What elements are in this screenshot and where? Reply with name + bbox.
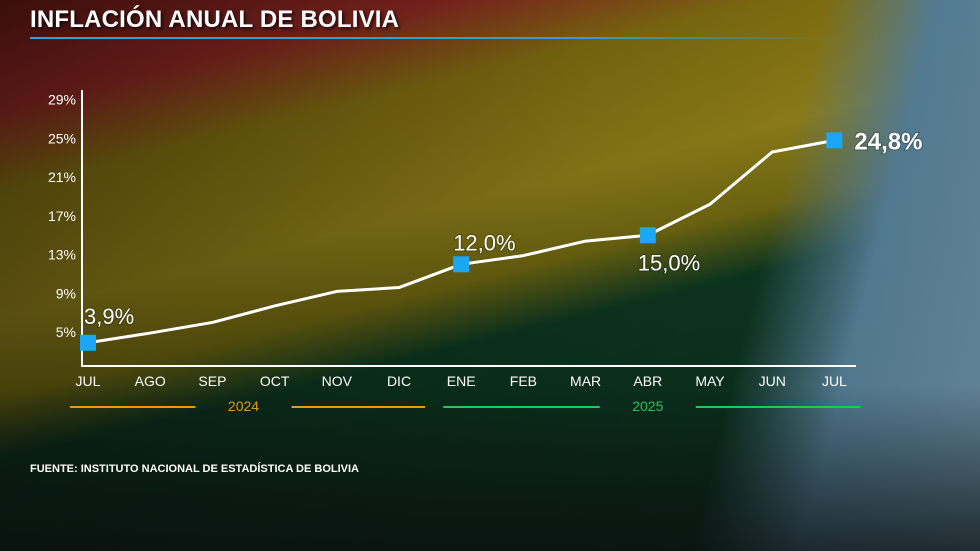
highlight-marker — [80, 334, 96, 351]
x-tick-label: OCT — [260, 373, 290, 389]
y-tick-label: 5% — [56, 324, 76, 340]
source-note: FUENTE: INSTITUTO NACIONAL DE ESTADÍSTIC… — [30, 463, 359, 475]
highlight-marker — [453, 256, 470, 273]
x-tick-label: SEP — [198, 373, 226, 389]
x-tick-label: JUN — [759, 373, 786, 389]
x-tick-label: JUL — [822, 373, 847, 389]
data-label: 15,0% — [638, 250, 700, 275]
year-label: 2025 — [632, 398, 663, 414]
x-tick-label: ENE — [447, 373, 476, 389]
page-title: INFLACIÓN ANUAL DE BOLIVIA — [30, 6, 400, 33]
y-tick-label: 17% — [48, 208, 76, 224]
highlight-marker — [826, 132, 843, 149]
x-tick-label: DIC — [387, 373, 411, 389]
year-label: 2024 — [228, 398, 259, 414]
title-underline — [30, 37, 830, 39]
y-tick-label: 9% — [56, 285, 76, 301]
x-tick-label: MAR — [570, 373, 601, 389]
x-tick-label: MAY — [695, 373, 725, 389]
data-label: 12,0% — [453, 230, 515, 255]
y-tick-label: 21% — [48, 169, 76, 185]
y-tick-label: 25% — [48, 130, 76, 146]
x-tick-label: ABR — [633, 373, 662, 389]
x-tick-label: FEB — [510, 373, 537, 389]
data-label: 3,9% — [84, 304, 134, 329]
y-tick-label: 13% — [48, 247, 76, 263]
highlight-marker — [639, 227, 656, 244]
x-tick-label: JUL — [76, 373, 101, 389]
y-tick-label: 29% — [48, 92, 76, 108]
x-tick-label: AGO — [135, 373, 166, 389]
x-tick-label: NOV — [322, 373, 353, 389]
data-label: 24,8% — [854, 128, 922, 155]
